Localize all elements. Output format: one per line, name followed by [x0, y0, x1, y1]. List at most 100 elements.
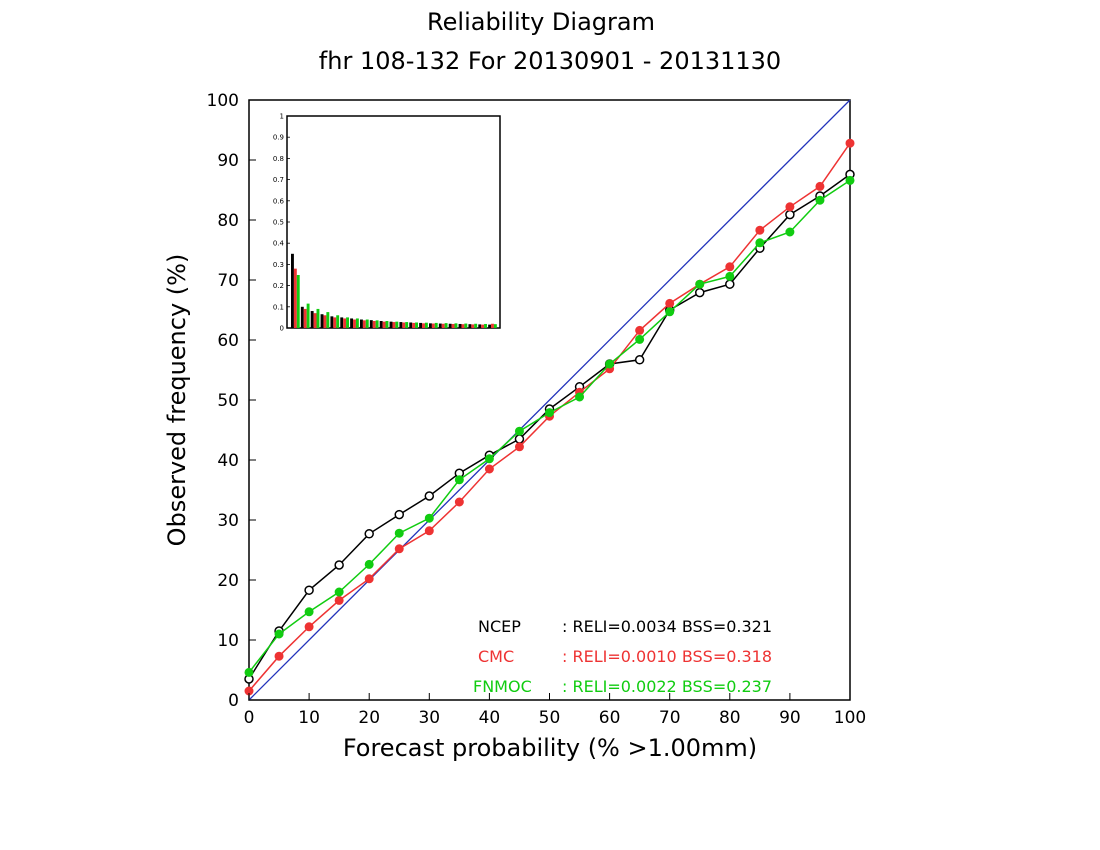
- inset-bar-ncep: [488, 324, 492, 328]
- inset-bar-fnmoc: [316, 308, 320, 328]
- data-point-fnmoc: [514, 426, 524, 436]
- inset-bar-fnmoc: [493, 324, 497, 328]
- series-fnmoc: [244, 175, 855, 677]
- data-point-fnmoc: [274, 629, 284, 639]
- y-tick-label: 70: [217, 271, 239, 291]
- data-point-ncep: [695, 287, 705, 298]
- data-point-fnmoc: [394, 528, 404, 538]
- inset-bar-fnmoc: [424, 322, 428, 328]
- x-tick-label: 100: [834, 708, 866, 728]
- data-point-fnmoc: [785, 227, 795, 237]
- data-point-ncep: [394, 509, 404, 520]
- x-axis-label: Forecast probability (% >1.00mm): [343, 734, 757, 762]
- inset-bar-fnmoc: [306, 303, 310, 328]
- y-tick-label: 0: [228, 691, 239, 711]
- y-tick-label: 30: [217, 511, 239, 531]
- x-tick-label: 70: [659, 708, 681, 728]
- chart-subtitle: fhr 108-132 For 20130901 - 20131130: [319, 47, 781, 75]
- inset-bar-ncep: [360, 319, 363, 328]
- inset-bar-ncep: [350, 318, 354, 328]
- data-point-fnmoc: [605, 359, 615, 369]
- inset-tick-label: 0: [280, 325, 284, 333]
- y-tick-label: 100: [207, 91, 239, 111]
- inset-tick-label: 0.6: [273, 197, 285, 205]
- data-point-fnmoc: [334, 587, 344, 597]
- data-point-cmc: [665, 298, 675, 308]
- data-point-cmc: [815, 181, 825, 191]
- inset-tick-label: 0.9: [273, 134, 284, 142]
- inset-bar-ncep: [300, 306, 304, 328]
- data-point-fnmoc: [815, 195, 825, 205]
- inset-bar-cmc: [333, 317, 337, 328]
- inset-tick-label: 0.3: [273, 261, 284, 269]
- inset-tick-label: 0.8: [273, 155, 284, 163]
- data-point-ncep: [424, 491, 435, 501]
- inset-bar-cmc: [402, 322, 406, 328]
- perfect-reliability-line: [248, 99, 851, 701]
- data-point-fnmoc: [755, 238, 765, 248]
- inset-bar-ncep: [310, 311, 314, 328]
- inset-bar-ncep: [340, 317, 344, 328]
- data-point-cmc: [274, 651, 284, 661]
- data-point-ncep: [364, 529, 374, 539]
- data-point-cmc: [514, 442, 524, 452]
- inset-bar-fnmoc: [434, 322, 438, 328]
- plot-area: [244, 99, 855, 701]
- inset-tick-label: 0.2: [273, 282, 284, 290]
- inset-tick-label: 0.1: [273, 303, 284, 311]
- inset-bar-ncep: [409, 322, 413, 328]
- inset-bar-fnmoc: [474, 323, 478, 328]
- y-tick-label: 90: [217, 151, 239, 171]
- legend-stats-cmc: : RELI=0.0010 BSS=0.318: [562, 647, 772, 666]
- inset-bar-fnmoc: [336, 315, 340, 328]
- data-point-cmc: [454, 497, 464, 507]
- inset-bar-cmc: [431, 323, 435, 328]
- inset-tick-label: 1: [280, 113, 284, 121]
- inset-frame: [286, 115, 501, 329]
- data-point-cmc: [334, 595, 344, 605]
- data-point-fnmoc: [665, 307, 675, 317]
- inset-bar-fnmoc: [415, 322, 418, 328]
- data-point-fnmoc: [725, 271, 735, 281]
- inset-bar-cmc: [392, 322, 396, 328]
- inset-bar-cmc: [481, 324, 485, 328]
- inset-bar-cmc: [471, 324, 475, 328]
- inset-bar-fnmoc: [464, 323, 468, 328]
- inset-bar-ncep: [419, 322, 423, 328]
- inset-bar-cmc: [461, 324, 465, 328]
- inset-bar-fnmoc: [326, 312, 330, 328]
- inset-bar-cmc: [441, 323, 445, 328]
- legend-stats-fnmoc: : RELI=0.0022 BSS=0.237: [562, 677, 772, 696]
- data-point-cmc: [725, 262, 735, 272]
- inset-bar-ncep: [320, 314, 324, 328]
- inset-tick-label: 0.7: [273, 176, 284, 184]
- inset-bar-cmc: [303, 308, 307, 328]
- data-point-fnmoc: [364, 559, 374, 569]
- inset-bar-fnmoc: [484, 323, 487, 328]
- inset-bar-ncep: [399, 322, 403, 328]
- inset-bar-fnmoc: [395, 321, 399, 328]
- inset-bar-cmc: [362, 320, 366, 328]
- data-point-cmc: [755, 225, 765, 235]
- inset-bar-cmc: [382, 321, 386, 328]
- inset-bar-fnmoc: [365, 319, 369, 328]
- y-axis-ticks: 0 10 20 30 40 50 60 70 80 90 100: [207, 91, 256, 711]
- inset-bar-ncep: [478, 324, 482, 328]
- inset-bar-fnmoc: [405, 322, 409, 328]
- legend-name-ncep: NCEP: [478, 617, 521, 636]
- inset-bar-cmc: [293, 268, 297, 328]
- data-point-fnmoc: [304, 607, 314, 617]
- x-tick-label: 60: [599, 708, 621, 728]
- inset-bar-fnmoc: [454, 323, 458, 328]
- inset-bar-ncep: [369, 320, 373, 328]
- x-axis-ticks: 0 10 20 30 40 50 60 70 80 90 100: [244, 693, 866, 728]
- data-point-ncep: [725, 279, 735, 289]
- chart-title: Reliability Diagram: [427, 8, 655, 36]
- inset-bar-cmc: [451, 323, 455, 328]
- inset-bar-ncep: [438, 323, 442, 328]
- inset-bar-ncep: [389, 321, 393, 328]
- inset-bar-cmc: [313, 313, 317, 328]
- data-point-fnmoc: [635, 334, 645, 344]
- x-tick-label: 40: [479, 708, 501, 728]
